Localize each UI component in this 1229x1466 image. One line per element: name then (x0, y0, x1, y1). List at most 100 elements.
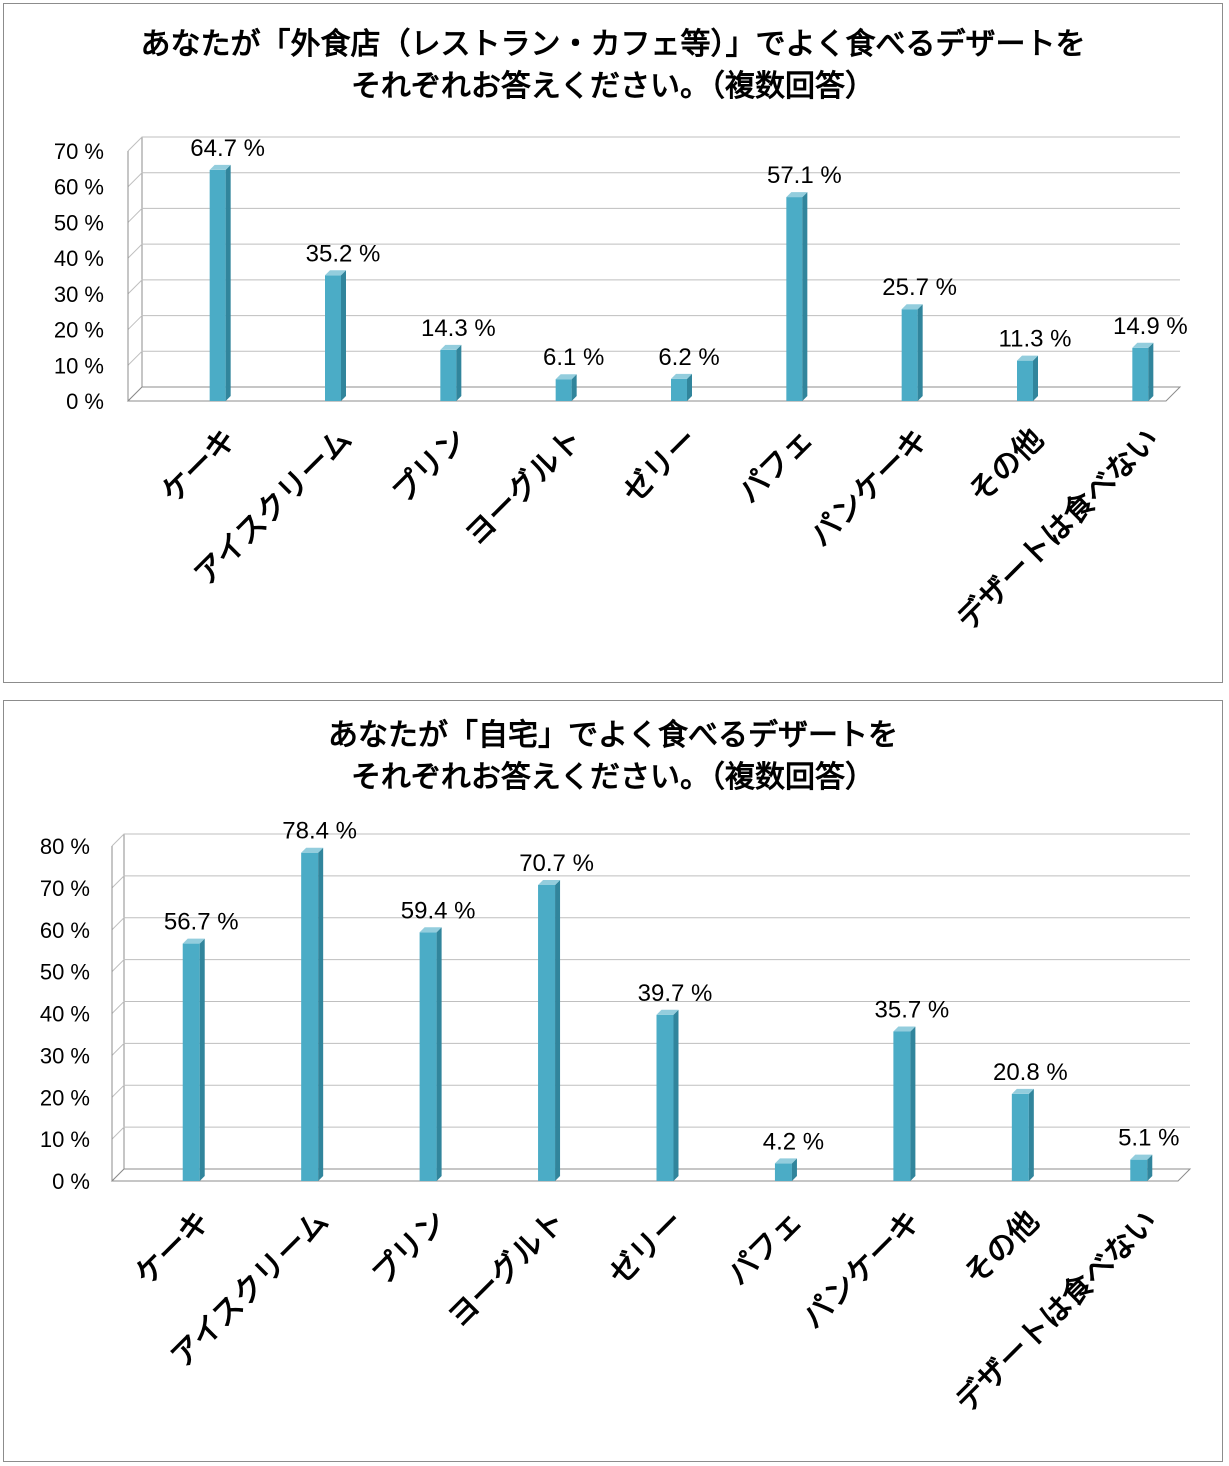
gridline (111, 833, 1190, 847)
x-category-label: ヨーグルト (459, 422, 590, 553)
bar (555, 379, 572, 401)
x-category-label: パンケーキ (803, 422, 935, 554)
bar-top (209, 164, 231, 170)
bar-side (917, 304, 923, 401)
x-category-label: ケーキ (128, 1204, 216, 1292)
bar-side (199, 938, 205, 1181)
y-tick-label: 10 % (40, 1127, 90, 1152)
chart-floor (110, 1168, 1192, 1182)
y-tick-label: 40 % (54, 246, 104, 271)
bar-side (456, 344, 462, 401)
bar-side (802, 192, 808, 401)
bar-top (786, 192, 808, 198)
bar-top (1011, 1088, 1034, 1094)
data-label: 56.7 % (164, 909, 239, 936)
x-category-label: ゼリー (616, 422, 704, 510)
bar-side (341, 270, 346, 401)
bar (538, 884, 556, 1181)
data-label: 35.2 % (306, 240, 381, 267)
bar (901, 309, 918, 401)
x-category-label: プリン (365, 1204, 453, 1292)
bar (182, 943, 200, 1181)
bar-top (774, 1158, 797, 1164)
gridline (111, 875, 1190, 889)
x-category-label: ゼリー (602, 1204, 690, 1292)
bar-side (791, 1158, 797, 1181)
bar-side (318, 847, 324, 1181)
y-tick-label: 60 % (40, 918, 90, 943)
bar-top (671, 373, 692, 379)
bar-side (571, 374, 577, 401)
bar (1017, 360, 1033, 401)
bar-side (1148, 342, 1154, 401)
y-tick-label: 40 % (40, 1002, 90, 1027)
gridline (111, 1126, 1190, 1140)
data-label: 4.2 % (763, 1128, 824, 1155)
bar-side (687, 373, 692, 401)
bar (301, 852, 319, 1181)
bar-side (1033, 355, 1038, 401)
data-label: 70.7 % (519, 850, 594, 877)
y-tick-label: 70 % (40, 876, 90, 901)
x-category-label: パフェ (721, 1204, 809, 1292)
y-tick-label: 80 % (40, 834, 90, 859)
data-label: 14.3 % (421, 315, 496, 342)
gridline (127, 279, 1180, 295)
data-label: 59.4 % (401, 897, 476, 924)
data-label: 11.3 % (999, 326, 1072, 353)
data-label: 14.9 % (1113, 313, 1188, 340)
y-tick-label: 20 % (40, 1085, 90, 1110)
chart-title-line1: あなたが「外食店（レストラン・カフェ等）」でよく食べるデザートを (140, 27, 1086, 62)
bar (1130, 1159, 1148, 1181)
gridline (111, 959, 1190, 972)
gridline (127, 172, 1180, 188)
chart-panel-restaurant: あなたが「外食店（レストラン・カフェ等）」でよく食べるデザートを それぞれお答え… (3, 3, 1223, 683)
y-tick-label: 0 % (52, 1169, 90, 1194)
x-category-label: その他 (958, 1204, 1046, 1292)
bar (656, 1014, 674, 1181)
y-tick-label: 30 % (54, 282, 104, 307)
data-label: 6.2 % (658, 344, 719, 371)
bar-side (1147, 1154, 1153, 1181)
x-category-label: パンケーキ (796, 1204, 928, 1336)
y-tick-label: 50 % (54, 210, 104, 235)
gridline (127, 207, 1180, 223)
y-tick-label: 20 % (54, 318, 104, 343)
bar-side (673, 1009, 679, 1181)
bar-top (901, 304, 923, 310)
bar-side (1028, 1088, 1034, 1181)
bar-top (182, 938, 205, 944)
bar-top (893, 1026, 916, 1032)
bar-top (538, 879, 561, 885)
chart-title: あなたが「外食店（レストラン・カフェ等）」でよく食べるデザートを それぞれお答え… (4, 24, 1222, 108)
y-tick-label: 60 % (54, 175, 104, 200)
gridline (111, 1084, 1190, 1098)
chart-title: あなたが「自宅」でよく食べるデザートを それぞれお答えください。（複数回答） (4, 715, 1222, 799)
data-label: 6.1 % (543, 344, 604, 371)
bar-top (301, 847, 324, 853)
bar (671, 378, 687, 401)
x-category-label: デザートは食べない (949, 1204, 1165, 1420)
y-tick-label: 0 % (66, 389, 104, 414)
bar (1132, 347, 1149, 401)
bar-top (555, 374, 577, 380)
chart-title-line2: それぞれお答えください。（複数回答） (350, 69, 876, 104)
bar-side (225, 164, 231, 401)
bar (440, 349, 457, 401)
data-label: 35.7 % (875, 997, 950, 1024)
y-tick-label: 30 % (40, 1043, 90, 1068)
gridline (127, 136, 1180, 152)
bar-top (1017, 355, 1038, 361)
bar-top (656, 1009, 679, 1015)
bar (419, 932, 437, 1181)
bar (325, 275, 341, 401)
bar-top (419, 927, 442, 933)
bar-top (1132, 342, 1154, 348)
gridline (127, 243, 1180, 259)
bar-top (1130, 1154, 1153, 1160)
bar-top (325, 270, 346, 276)
data-label: 20.8 % (993, 1059, 1068, 1086)
gridline (127, 350, 1180, 366)
data-label: 57.1 % (767, 162, 842, 189)
bar-side (555, 879, 561, 1181)
